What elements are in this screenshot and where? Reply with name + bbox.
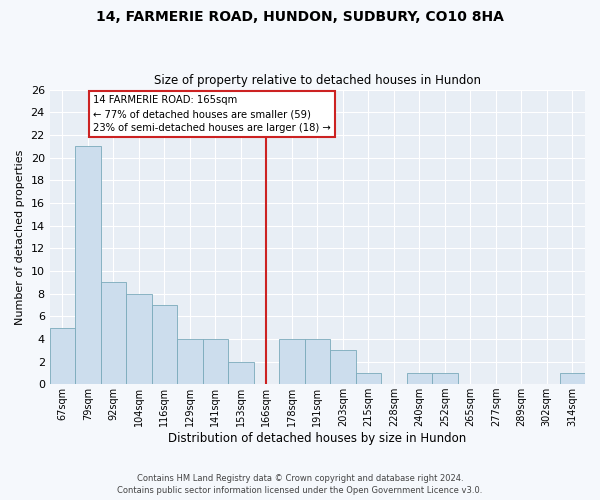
Bar — [330, 350, 356, 384]
Bar — [432, 373, 458, 384]
Text: 14, FARMERIE ROAD, HUNDON, SUDBURY, CO10 8HA: 14, FARMERIE ROAD, HUNDON, SUDBURY, CO10… — [96, 10, 504, 24]
Text: 14 FARMERIE ROAD: 165sqm
← 77% of detached houses are smaller (59)
23% of semi-d: 14 FARMERIE ROAD: 165sqm ← 77% of detach… — [93, 95, 331, 133]
Bar — [407, 373, 432, 384]
Bar — [560, 373, 585, 384]
Bar — [177, 339, 203, 384]
Bar — [126, 294, 152, 384]
Bar — [101, 282, 126, 384]
Bar — [203, 339, 228, 384]
Bar — [228, 362, 254, 384]
Title: Size of property relative to detached houses in Hundon: Size of property relative to detached ho… — [154, 74, 481, 87]
X-axis label: Distribution of detached houses by size in Hundon: Distribution of detached houses by size … — [168, 432, 466, 445]
Bar — [152, 305, 177, 384]
Bar — [356, 373, 381, 384]
Y-axis label: Number of detached properties: Number of detached properties — [15, 149, 25, 324]
Bar — [305, 339, 330, 384]
Bar — [50, 328, 75, 384]
Bar — [75, 146, 101, 384]
Bar — [279, 339, 305, 384]
Text: Contains HM Land Registry data © Crown copyright and database right 2024.
Contai: Contains HM Land Registry data © Crown c… — [118, 474, 482, 495]
